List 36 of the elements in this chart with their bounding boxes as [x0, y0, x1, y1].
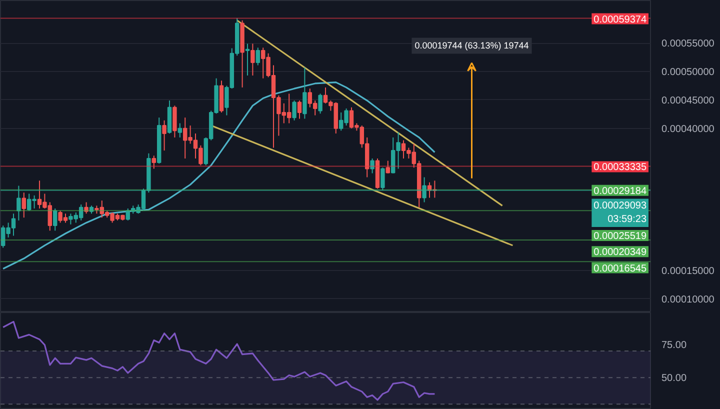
candlestick: [162, 120, 166, 152]
candlestick: [318, 93, 322, 114]
line-series: [2, 320, 436, 401]
candlestick: [172, 105, 177, 138]
candlestick: [422, 176, 426, 203]
candlestick: [250, 43, 255, 76]
candlestick: [297, 100, 302, 120]
candlestick: [52, 208, 58, 232]
candlestick: [178, 122, 182, 138]
ref-line-label: 0.00025519: [594, 230, 647, 242]
candlestick: [302, 67, 307, 120]
ref-line-label: 0.00020349: [594, 247, 647, 258]
annotation: 0.00019744 (63.13%) 19744: [414, 40, 529, 51]
ref-line-label: 0.00033335: [594, 162, 647, 174]
y-tick-label: 75.00: [662, 340, 687, 351]
candlestick: [370, 158, 374, 174]
y-tick-label: 0.00050000: [662, 67, 715, 78]
candlestick: [292, 100, 296, 121]
candlestick: [84, 202, 88, 214]
candlestick: [16, 185, 21, 221]
y-tick-label: 0.00010000: [662, 294, 715, 306]
ref-line-label: 0.00029184: [594, 186, 647, 197]
ref-line-label: 0.00059374: [594, 14, 647, 26]
candlestick: [22, 192, 26, 218]
y-tick-label: 0.00015000: [662, 266, 715, 277]
y-tick-label: 0.00040000: [662, 124, 715, 135]
y-tick-label: 0.00045000: [662, 95, 715, 106]
ref-line-label: 0.00016545: [594, 263, 647, 274]
candlestick: [380, 167, 385, 191]
candlestick: [386, 160, 390, 174]
ref-line-label: 0.00029093 03:59:23: [594, 200, 647, 225]
candlestick: [245, 43, 250, 76]
y-tick-label: 0.00055000: [662, 38, 715, 50]
candlestick: [152, 155, 156, 170]
y-tick-label: 50.00: [662, 373, 687, 384]
candlestick: [256, 47, 260, 66]
